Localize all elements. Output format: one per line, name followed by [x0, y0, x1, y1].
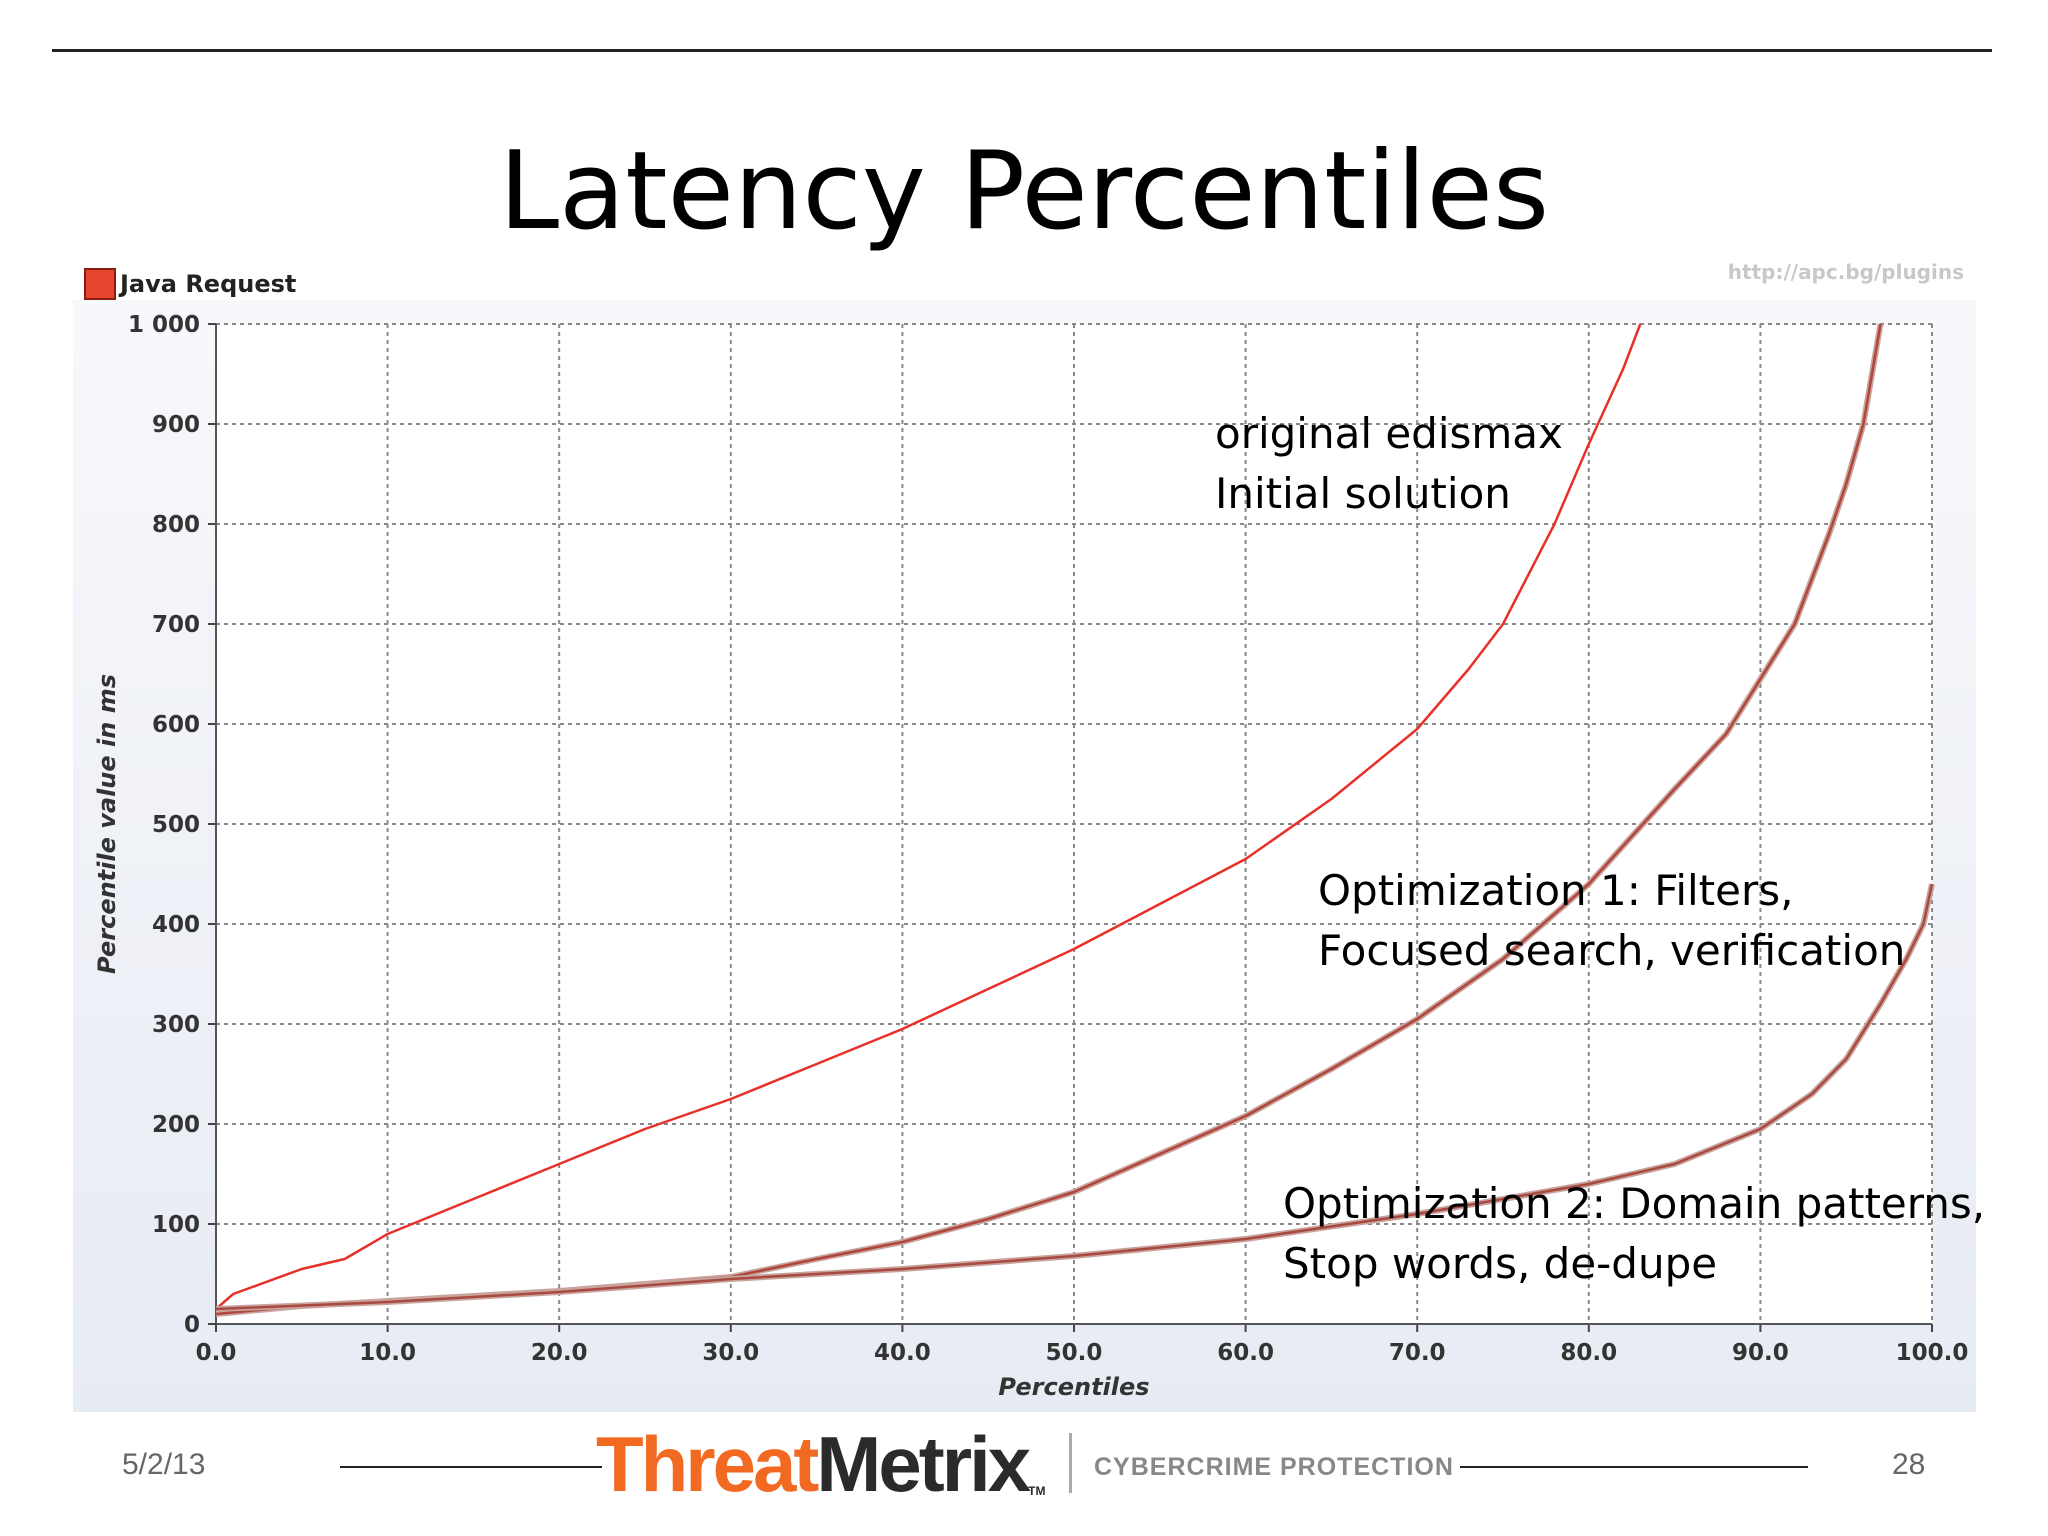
x-tick-label: 10.0 [359, 1340, 416, 1366]
brand-trademark: TM [1028, 1484, 1046, 1498]
brand-divider [1069, 1433, 1072, 1493]
legend-swatch [84, 268, 116, 300]
series-line-1 [216, 323, 1642, 1310]
x-tick-label: 20.0 [531, 1340, 588, 1366]
x-tick-label: 80.0 [1560, 1340, 1617, 1366]
footer-date: 5/2/13 [122, 1448, 206, 1481]
page-number: 28 [1892, 1448, 1926, 1481]
x-tick-label: 30.0 [702, 1340, 759, 1366]
y-tick-label: 1 000 [128, 312, 200, 338]
y-tick-label: 900 [152, 412, 200, 438]
y-tick-label: 0 [184, 1312, 200, 1338]
legend-label: Java Request [120, 270, 297, 298]
annotation-optimization-1: Optimization 1: Filters, Focused search,… [1318, 861, 1905, 981]
x-tick-label: 50.0 [1046, 1340, 1103, 1366]
chart-url: http://apc.bg/plugins [1727, 260, 1964, 284]
brand-tagline: CYBERCRIME PROTECTION [1094, 1453, 1454, 1481]
y-tick-label: 400 [152, 912, 200, 938]
brand-name-part2: Metrix [816, 1420, 1031, 1508]
annotation-optimization-2-line1: Optimization 2: Domain patterns, [1283, 1179, 1986, 1228]
x-tick-label: 70.0 [1389, 1340, 1446, 1366]
chart-legend: Java Request [84, 268, 296, 300]
y-axis-label: Percentile value in ms [93, 674, 121, 974]
series-line-3 [216, 883, 1934, 1311]
x-tick-label: 90.0 [1732, 1340, 1789, 1366]
x-axis-label: Percentiles [998, 1373, 1149, 1401]
y-tick-label: 100 [152, 1212, 200, 1238]
annotation-optimization-2-line2: Stop words, de-dupe [1283, 1239, 1718, 1288]
footer-rule-right [1460, 1466, 1808, 1468]
y-tick-label: 200 [152, 1112, 200, 1138]
annotation-original-line1: original edismax [1215, 409, 1563, 458]
y-tick-label: 700 [152, 612, 200, 638]
x-tick-label: 0.0 [196, 1340, 237, 1366]
x-tick-label: 40.0 [874, 1340, 931, 1366]
x-tick-label: 100.0 [1896, 1340, 1969, 1366]
top-rule [52, 49, 1992, 52]
y-tick-label: 300 [152, 1012, 200, 1038]
annotation-original-line2: Initial solution [1215, 469, 1511, 518]
annotation-optimization-1-line1: Optimization 1: Filters, [1318, 866, 1794, 915]
y-tick-label: 500 [152, 812, 200, 838]
brand-name-part1: Threat [596, 1420, 819, 1508]
annotation-optimization-2: Optimization 2: Domain patterns, Stop wo… [1283, 1174, 1985, 1294]
footer-rule-left [340, 1466, 602, 1468]
y-tick-label: 800 [152, 512, 200, 538]
annotation-original: original edismax Initial solution [1215, 404, 1563, 524]
brand-logo: Threat Metrix TM [596, 1425, 1045, 1503]
x-tick-label: 60.0 [1217, 1340, 1274, 1366]
annotation-optimization-1-line2: Focused search, verification [1318, 926, 1906, 975]
slide-title: Latency Percentiles [498, 129, 1550, 254]
y-tick-label: 600 [152, 712, 200, 738]
